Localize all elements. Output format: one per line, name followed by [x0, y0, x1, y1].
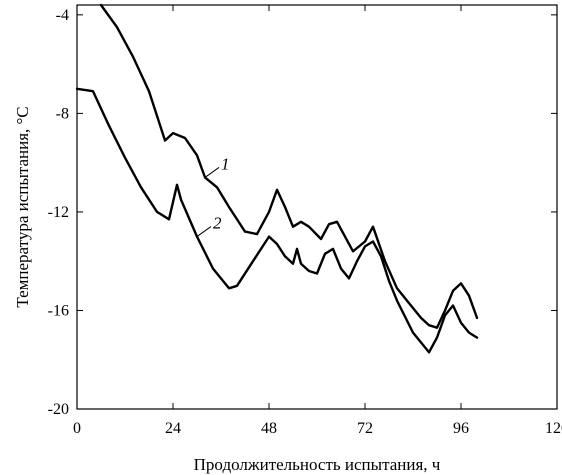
y-tick-label: -16	[48, 302, 69, 319]
series-label-leader	[196, 226, 212, 237]
x-tick-label: 48	[261, 420, 277, 437]
x-axis-title: Продолжительность испытания, ч	[194, 455, 441, 474]
series-layer	[75, 3, 479, 354]
plot-frame	[76, 4, 558, 410]
x-tick-label: 96	[453, 420, 469, 437]
series-label: 1	[221, 154, 230, 173]
annotation-layer: 12	[196, 154, 230, 237]
x-tick-label: 120	[545, 420, 562, 437]
x-tick-label: 72	[357, 420, 373, 437]
series-label-leader	[204, 167, 220, 178]
series-line-1	[99, 3, 479, 329]
series-label: 2	[213, 214, 222, 233]
y-tick-label: -8	[56, 105, 69, 122]
axis-ticks: 0 24 48 72 96 120 -4 -8 -12 -16 -20	[48, 5, 562, 437]
y-axis-title: Температура испытания, °C	[13, 106, 32, 307]
y-tick-label: -4	[56, 7, 69, 24]
y-tick-label: -20	[48, 401, 69, 418]
x-tick-label: 0	[73, 420, 81, 437]
x-tick-label: 24	[165, 420, 181, 437]
y-tick-label: -12	[48, 204, 69, 221]
series-line-2	[75, 87, 479, 354]
